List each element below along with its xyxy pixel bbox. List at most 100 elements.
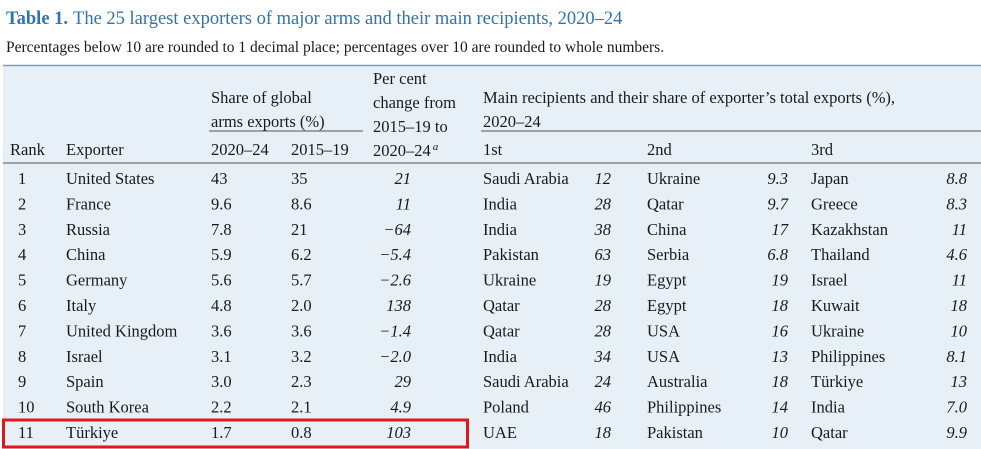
- table-cell: Poland: [483, 398, 530, 417]
- table-cell: 18: [951, 296, 968, 315]
- table-cell: 0.8: [291, 423, 312, 442]
- table-cell: 9.7: [767, 194, 788, 213]
- table-cell: Italy: [66, 296, 97, 315]
- title-label: Table 1.: [6, 9, 68, 29]
- table-cell: 28: [595, 296, 612, 315]
- table-cell: 9.9: [946, 423, 967, 442]
- table-cell: Pakistan: [483, 245, 539, 264]
- table-cell: 2.0: [291, 296, 312, 315]
- table-cell: Türkiye: [66, 423, 118, 442]
- title: Table 1. The 25 largest exporters of majo…: [6, 9, 622, 29]
- table-cell: 4.6: [946, 245, 967, 264]
- table-cell: USA: [647, 347, 680, 366]
- table-cell: 34: [594, 347, 612, 366]
- column-header: Exporter: [66, 140, 124, 159]
- change-header: 2015–19 to: [373, 117, 448, 136]
- table-cell: India: [483, 194, 518, 213]
- change-header: Per cent: [373, 69, 427, 88]
- table-cell: 3.2: [291, 347, 312, 366]
- table-cell: India: [811, 398, 846, 417]
- column-header: 2020–24: [211, 140, 269, 159]
- table-cell: USA: [647, 321, 680, 340]
- table-cell: 43: [211, 169, 228, 188]
- column-header: 1st: [483, 140, 503, 159]
- table-cell: Israel: [66, 347, 103, 366]
- table-cell: United Kingdom: [66, 321, 178, 340]
- table-cell: 8.6: [291, 194, 312, 213]
- table-cell: 11: [952, 220, 967, 239]
- table-cell: 3.6: [211, 321, 232, 340]
- table-cell: 35: [291, 169, 308, 188]
- table-cell: Japan: [811, 169, 849, 188]
- table-cell: 18: [772, 372, 789, 391]
- table-cell: 11: [18, 423, 34, 442]
- table-cell: 10: [18, 398, 35, 417]
- table-cell: Greece: [811, 194, 858, 213]
- table-cell: China: [66, 245, 106, 264]
- column-header: 2nd: [647, 140, 673, 159]
- change-header: 2020–24 a: [373, 141, 439, 160]
- table-cell: Germany: [66, 271, 128, 290]
- table-cell: 4.8: [211, 296, 232, 315]
- table-cell: Egypt: [647, 296, 687, 315]
- table-cell: 21: [291, 220, 308, 239]
- table-cell: 7.8: [211, 220, 232, 239]
- table-cell: Israel: [811, 271, 848, 290]
- table-cell: Ukraine: [483, 271, 536, 290]
- table-cell: 17: [772, 220, 789, 239]
- table-cell: 9.3: [767, 169, 788, 188]
- table-cell: Pakistan: [647, 423, 703, 442]
- table-cell: 6.8: [767, 245, 788, 264]
- table-cell: 11: [396, 194, 411, 213]
- table-cell: Qatar: [483, 296, 520, 315]
- table-cell: Kazakhstan: [811, 220, 888, 239]
- table-cell: United States: [66, 169, 154, 188]
- table-cell: 46: [595, 398, 612, 417]
- table-cell: 103: [386, 423, 411, 442]
- table-body: 1 United States 43 35 21 Saudi Arabia 12 Ukrain…: [18, 169, 968, 442]
- subtitle: Percentages below 10 are rounded to 1 de…: [6, 39, 664, 56]
- table-cell: 3.1: [211, 347, 232, 366]
- table-cell: Russia: [66, 220, 111, 239]
- table-cell: 6: [18, 296, 26, 315]
- table-cell: 24: [595, 372, 612, 391]
- table-cell: 2.2: [211, 398, 232, 417]
- column-header: 2015–19: [291, 140, 349, 159]
- table-cell: 10: [951, 321, 968, 340]
- table-cell: Thailand: [811, 245, 870, 264]
- table-cell: 7.0: [946, 398, 967, 417]
- table-cell: 4: [18, 245, 26, 264]
- table-cell: 14: [772, 398, 789, 417]
- share-header: Share of global: [211, 88, 312, 107]
- table-cell: 7: [18, 321, 26, 340]
- table-cell: South Korea: [66, 398, 150, 417]
- table-cell: Türkiye: [811, 372, 863, 391]
- table-cell: Saudi Arabia: [483, 372, 569, 391]
- table-cell: Philippines: [811, 347, 885, 366]
- table-cell: Philippines: [647, 398, 721, 417]
- table-cell: 10: [772, 423, 789, 442]
- table-cell: 63: [595, 245, 612, 264]
- table-cell: Qatar: [483, 321, 520, 340]
- recipients-header: Main recipients and their share of expor…: [483, 88, 895, 107]
- change-header: change from: [373, 93, 456, 112]
- table-cell: 11: [952, 271, 967, 290]
- table-cell: 3.0: [211, 372, 232, 391]
- column-header: 3rd: [811, 140, 834, 159]
- table-cell: 8.3: [946, 194, 967, 213]
- recipients-header: 2020–24: [483, 112, 541, 131]
- table-cell: Qatar: [647, 194, 684, 213]
- table-cell: 2.1: [291, 398, 312, 417]
- table-cell: 29: [395, 372, 412, 391]
- table-cell: 3: [18, 220, 26, 239]
- table-cell: 9: [18, 372, 26, 391]
- table-cell: 21: [395, 169, 412, 188]
- table-cell: France: [66, 194, 111, 213]
- share-header: arms exports (%): [211, 112, 325, 131]
- table-cell: 8.1: [946, 347, 967, 366]
- highlight-box: [2, 418, 469, 449]
- table-cell: Qatar: [811, 423, 848, 442]
- table-cell: Serbia: [647, 245, 690, 264]
- table-cell: 16: [772, 321, 789, 340]
